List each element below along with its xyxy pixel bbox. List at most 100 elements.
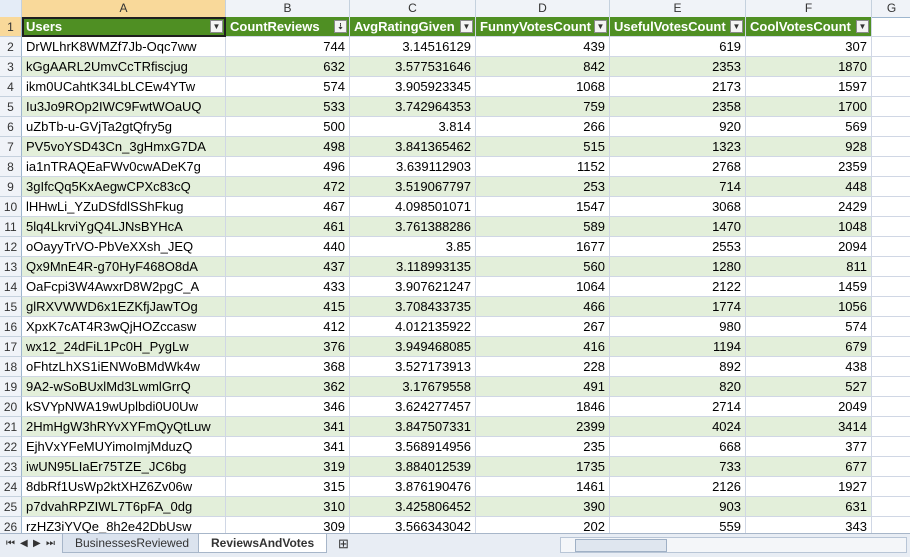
table-cell[interactable]: 1459 bbox=[746, 277, 872, 297]
table-cell[interactable]: EjhVxYFeMUYimoImjMduzQ bbox=[22, 437, 226, 457]
table-cell[interactable]: 3.847507331 bbox=[350, 417, 476, 437]
table-cell[interactable]: 438 bbox=[746, 357, 872, 377]
table-cell[interactable]: 266 bbox=[476, 117, 610, 137]
table-cell[interactable]: 1470 bbox=[610, 217, 746, 237]
table-cell[interactable]: 496 bbox=[226, 157, 350, 177]
table-cell[interactable]: 3.17679558 bbox=[350, 377, 476, 397]
row-header[interactable]: 2 bbox=[0, 37, 22, 57]
table-cell[interactable]: 759 bbox=[476, 97, 610, 117]
row-header[interactable]: 16 bbox=[0, 317, 22, 337]
table-cell[interactable]: 4.012135922 bbox=[350, 317, 476, 337]
tab-businesses-reviewed[interactable]: BusinessesReviewed bbox=[62, 534, 203, 553]
table-cell[interactable]: 2122 bbox=[610, 277, 746, 297]
empty-cell[interactable] bbox=[872, 357, 910, 377]
row-header[interactable]: 11 bbox=[0, 217, 22, 237]
table-cell[interactable]: 679 bbox=[746, 337, 872, 357]
table-cell[interactable]: 980 bbox=[610, 317, 746, 337]
column-header-g[interactable]: G bbox=[872, 0, 910, 17]
next-sheet-icon[interactable]: ▶ bbox=[33, 538, 41, 549]
column-header-f[interactable]: F bbox=[746, 0, 872, 17]
table-cell[interactable]: OaFcpi3W4AwxrD8W2pgC_A bbox=[22, 277, 226, 297]
table-cell[interactable]: 8dbRf1UsWp2ktXHZ6Zv06w bbox=[22, 477, 226, 497]
row-header[interactable]: 20 bbox=[0, 397, 22, 417]
empty-cell[interactable] bbox=[872, 477, 910, 497]
empty-cell[interactable] bbox=[872, 417, 910, 437]
row-header[interactable]: 9 bbox=[0, 177, 22, 197]
insert-sheet-icon[interactable]: ⊞ bbox=[338, 536, 349, 551]
row-header[interactable]: 17 bbox=[0, 337, 22, 357]
row-header[interactable]: 10 bbox=[0, 197, 22, 217]
column-header-c[interactable]: C bbox=[350, 0, 476, 17]
table-cell[interactable]: p7dvahRPZIWL7T6pFA_0dg bbox=[22, 497, 226, 517]
row-header[interactable]: 4 bbox=[0, 77, 22, 97]
filter-dropdown-icon[interactable]: ▼ bbox=[594, 20, 607, 33]
table-cell[interactable]: 3.905923345 bbox=[350, 77, 476, 97]
table-cell[interactable]: 1461 bbox=[476, 477, 610, 497]
empty-cell[interactable] bbox=[872, 77, 910, 97]
empty-cell[interactable] bbox=[872, 277, 910, 297]
table-cell[interactable]: 1677 bbox=[476, 237, 610, 257]
table-cell[interactable]: 1700 bbox=[746, 97, 872, 117]
empty-cell[interactable] bbox=[872, 197, 910, 217]
table-cell[interactable]: 1774 bbox=[610, 297, 746, 317]
table-cell[interactable]: oOayyTrVO-PbVeXXsh_JEQ bbox=[22, 237, 226, 257]
table-cell[interactable]: 527 bbox=[746, 377, 872, 397]
empty-cell[interactable] bbox=[872, 137, 910, 157]
sort-filter-icon[interactable]: ⇣ bbox=[334, 20, 347, 33]
table-cell[interactable]: 500 bbox=[226, 117, 350, 137]
empty-cell[interactable] bbox=[872, 117, 910, 137]
table-cell[interactable]: 472 bbox=[226, 177, 350, 197]
empty-cell[interactable] bbox=[872, 377, 910, 397]
header-cell[interactable]: CoolVotesCount ▼ bbox=[746, 17, 872, 37]
table-cell[interactable]: 315 bbox=[226, 477, 350, 497]
table-cell[interactable]: 2353 bbox=[610, 57, 746, 77]
table-cell[interactable]: 2429 bbox=[746, 197, 872, 217]
empty-cell[interactable] bbox=[872, 237, 910, 257]
table-cell[interactable]: 632 bbox=[226, 57, 350, 77]
filter-dropdown-icon[interactable]: ▼ bbox=[210, 20, 223, 33]
table-cell[interactable]: 574 bbox=[226, 77, 350, 97]
table-cell[interactable]: 1846 bbox=[476, 397, 610, 417]
table-cell[interactable]: 3414 bbox=[746, 417, 872, 437]
table-cell[interactable]: 346 bbox=[226, 397, 350, 417]
table-cell[interactable]: 2126 bbox=[610, 477, 746, 497]
column-header-d[interactable]: D bbox=[476, 0, 610, 17]
empty-cell[interactable] bbox=[872, 177, 910, 197]
empty-cell[interactable] bbox=[872, 317, 910, 337]
table-cell[interactable]: glRXVWWD6x1EZKfjJawTOg bbox=[22, 297, 226, 317]
empty-cell[interactable] bbox=[872, 297, 910, 317]
table-cell[interactable]: 491 bbox=[476, 377, 610, 397]
empty-cell[interactable] bbox=[872, 157, 910, 177]
table-cell[interactable]: 2359 bbox=[746, 157, 872, 177]
table-cell[interactable]: 341 bbox=[226, 417, 350, 437]
table-cell[interactable]: 467 bbox=[226, 197, 350, 217]
table-cell[interactable]: wx12_24dFiL1Pc0H_PygLw bbox=[22, 337, 226, 357]
table-cell[interactable]: 307 bbox=[746, 37, 872, 57]
filter-dropdown-icon[interactable]: ▼ bbox=[856, 20, 869, 33]
row-header[interactable]: 12 bbox=[0, 237, 22, 257]
header-cell[interactable]: Users ▼ bbox=[22, 17, 226, 37]
select-all-corner[interactable] bbox=[0, 0, 22, 17]
table-cell[interactable]: 3.624277457 bbox=[350, 397, 476, 417]
table-cell[interactable]: 668 bbox=[610, 437, 746, 457]
table-cell[interactable]: 3.577531646 bbox=[350, 57, 476, 77]
table-cell[interactable]: 4.098501071 bbox=[350, 197, 476, 217]
row-header[interactable]: 23 bbox=[0, 457, 22, 477]
table-cell[interactable]: Qx9MnE4R-g70HyF468O8dA bbox=[22, 257, 226, 277]
table-cell[interactable]: 3.876190476 bbox=[350, 477, 476, 497]
table-cell[interactable]: 2714 bbox=[610, 397, 746, 417]
table-cell[interactable]: 448 bbox=[746, 177, 872, 197]
table-cell[interactable]: 2768 bbox=[610, 157, 746, 177]
empty-cell[interactable] bbox=[872, 397, 910, 417]
table-cell[interactable]: 3.568914956 bbox=[350, 437, 476, 457]
header-cell[interactable]: FunnyVotesCount ▼ bbox=[476, 17, 610, 37]
table-cell[interactable]: 3.14516129 bbox=[350, 37, 476, 57]
table-cell[interactable]: 560 bbox=[476, 257, 610, 277]
empty-cell[interactable] bbox=[872, 437, 910, 457]
table-cell[interactable]: 437 bbox=[226, 257, 350, 277]
table-cell[interactable]: 2358 bbox=[610, 97, 746, 117]
table-cell[interactable]: 1152 bbox=[476, 157, 610, 177]
empty-cell[interactable] bbox=[872, 497, 910, 517]
table-cell[interactable]: 1870 bbox=[746, 57, 872, 77]
row-header[interactable]: 18 bbox=[0, 357, 22, 377]
